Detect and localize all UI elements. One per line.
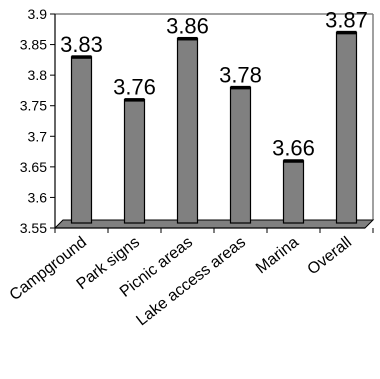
y-axis-ticks: 3.55 3.6 3.65 3.7 3.75 3.8 3.85 3.9 (20, 6, 374, 236)
data-labels: 3.83 3.76 3.86 3.78 3.66 3.87 (60, 7, 368, 160)
chart-floor (53, 219, 375, 229)
bar (70, 56, 93, 224)
bar (229, 86, 252, 224)
data-label: 3.83 (60, 32, 103, 57)
y-tick-label: 3.75 (20, 98, 47, 114)
bar (282, 160, 305, 224)
bar (123, 98, 146, 224)
data-label: 3.86 (166, 13, 209, 38)
bar-top-cap (124, 98, 145, 102)
data-label: 3.78 (219, 62, 262, 87)
axes (54, 14, 365, 229)
y-tick-label: 3.85 (20, 37, 47, 53)
bar (335, 31, 358, 224)
y-tick-label: 3.8 (28, 67, 48, 83)
bar-top-cap (230, 85, 251, 90)
floor-plane (53, 219, 375, 229)
bar-top-cap (71, 55, 92, 59)
bar-top-cap (283, 159, 304, 163)
bar-top-cap (177, 36, 198, 41)
data-label: 3.66 (272, 136, 315, 161)
bar (176, 37, 199, 224)
data-label: 3.87 (325, 7, 368, 32)
y-tick-label: 3.55 (20, 220, 47, 236)
bars (70, 30, 358, 224)
y-tick-label: 3.6 (28, 189, 48, 205)
bar-top-cap (336, 30, 357, 35)
y-tick-label: 3.7 (28, 128, 48, 144)
y-tick-label: 3.9 (28, 6, 48, 22)
y-tick-label: 3.65 (20, 159, 47, 175)
data-label: 3.76 (113, 75, 156, 100)
plot-frame (55, 13, 374, 220)
